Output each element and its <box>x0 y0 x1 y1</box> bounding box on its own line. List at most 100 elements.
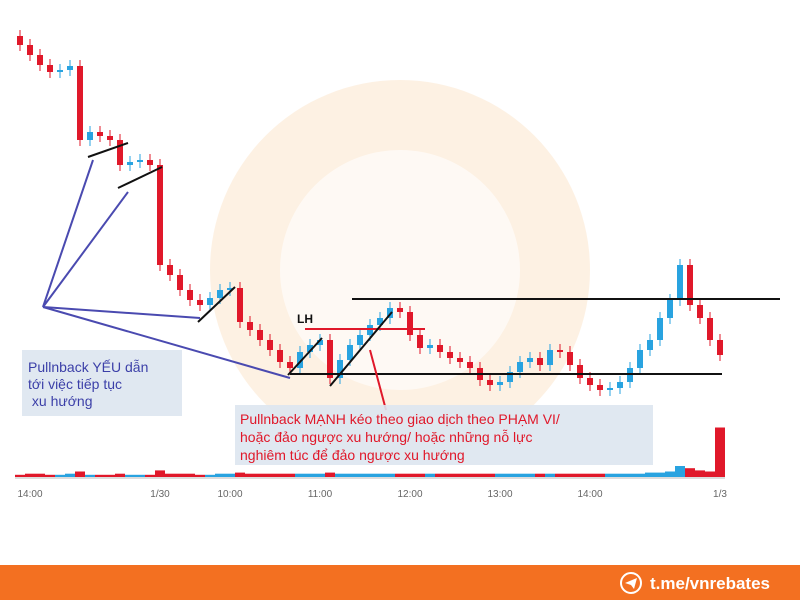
candle-body <box>177 275 183 290</box>
volume-bar <box>295 473 305 477</box>
volume-bar <box>25 473 35 477</box>
volume-bar <box>355 473 365 477</box>
note-weak: Pullnback YẾU dẫn <box>28 359 148 375</box>
volume-bar <box>225 473 235 477</box>
volume-bar <box>715 427 725 477</box>
volume-bar <box>675 466 685 477</box>
volume-bar <box>205 474 215 477</box>
candle-body <box>37 55 43 65</box>
candle-body <box>227 288 233 290</box>
candle-body <box>447 352 453 358</box>
x-tick-label: 1/3 <box>713 489 727 500</box>
trend-line <box>87 142 129 158</box>
candle-body <box>497 382 503 385</box>
volume-bar <box>265 473 275 477</box>
volume-bar <box>325 472 335 477</box>
watermark-inner <box>280 150 520 390</box>
candle-body <box>457 358 463 362</box>
volume-bar <box>635 473 645 477</box>
candle-body <box>147 160 153 165</box>
volume-bar <box>665 471 675 477</box>
candle-body <box>597 385 603 390</box>
volume-bar <box>405 473 415 477</box>
volume-bar <box>415 473 425 477</box>
note-strong: Pullnback MẠNH kéo theo giao dịch theo P… <box>240 411 560 427</box>
volume-bar <box>505 473 515 477</box>
volume-bar <box>35 473 45 477</box>
pointer-line <box>42 306 201 319</box>
volume-bar <box>495 473 505 477</box>
candle-body <box>217 290 223 298</box>
candle-body <box>657 318 663 340</box>
candle-body <box>347 345 353 360</box>
candle-body <box>397 308 403 312</box>
candle-body <box>437 345 443 352</box>
volume-bar <box>345 473 355 477</box>
candle-body <box>617 382 623 388</box>
candle-body <box>567 352 573 365</box>
candle-body <box>357 335 363 345</box>
volume-bar <box>335 473 345 477</box>
volume-bar <box>565 473 575 477</box>
volume-bar <box>465 473 475 477</box>
volume-bar <box>455 473 465 477</box>
candle-body <box>637 350 643 368</box>
pointer-line <box>42 159 94 308</box>
volume-bar <box>65 473 75 477</box>
candle-body <box>27 45 33 55</box>
volume-bar <box>215 473 225 477</box>
volume-bar <box>445 473 455 477</box>
trend-line <box>287 337 323 376</box>
volume-bar <box>75 471 85 477</box>
volume-bar <box>595 473 605 477</box>
volume-bar <box>375 473 385 477</box>
trend-line <box>329 311 393 387</box>
candle-body <box>607 388 613 390</box>
volume-bar <box>55 474 65 477</box>
volume-bar <box>305 473 315 477</box>
volume-bar <box>435 473 445 477</box>
candle-body <box>507 372 513 382</box>
candle-body <box>667 300 673 318</box>
candle-body <box>517 362 523 372</box>
x-tick-label: 10:00 <box>217 489 242 500</box>
candle-body <box>267 340 273 350</box>
volume-bar <box>15 474 25 477</box>
candle-body <box>277 350 283 362</box>
candle-body <box>377 318 383 325</box>
candle-body <box>307 345 313 352</box>
candle-body <box>717 340 723 355</box>
volume-bar <box>515 473 525 477</box>
x-tick-label: 14:00 <box>17 489 42 500</box>
volume-bar <box>705 471 715 477</box>
candle-body <box>77 66 83 140</box>
volume-bar <box>695 470 705 477</box>
volume-bar <box>155 470 165 477</box>
volume-bar <box>245 473 255 477</box>
pointer-lines <box>42 159 291 379</box>
volume-bar <box>365 473 375 477</box>
candle-body <box>247 322 253 330</box>
x-tick-label: 11:00 <box>308 489 333 500</box>
x-tick-label: 13:00 <box>487 489 512 500</box>
note-box <box>235 405 653 465</box>
candle-body <box>47 65 53 72</box>
note-weak: xu hướng <box>28 393 92 409</box>
candle-body <box>677 265 683 300</box>
candle-body <box>577 365 583 378</box>
candle-body <box>297 352 303 368</box>
volume-bar <box>255 473 265 477</box>
trend-line <box>197 286 236 323</box>
footer-link[interactable]: t.me/vnrebates <box>650 574 770 593</box>
volume-bar <box>95 474 105 477</box>
note-strong: nghiêm túc để đảo ngược xu hướng <box>240 447 465 463</box>
candle-body <box>487 380 493 385</box>
candle-body <box>167 265 173 275</box>
candle-body <box>67 66 73 70</box>
candle-body <box>197 300 203 305</box>
candle-body <box>707 318 713 340</box>
candle-body <box>187 290 193 300</box>
